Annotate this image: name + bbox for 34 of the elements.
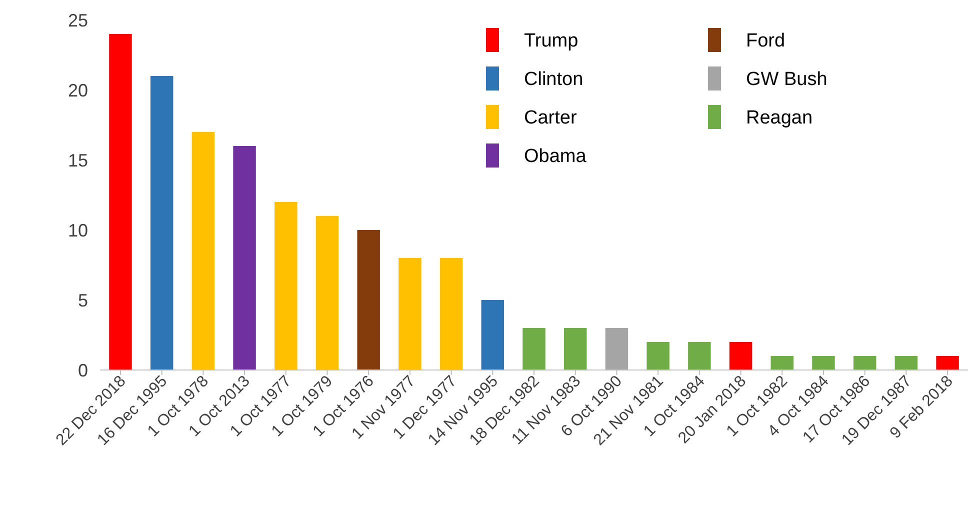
y-tick-label: 25 xyxy=(68,10,88,30)
bar xyxy=(150,76,174,370)
bar xyxy=(770,356,794,370)
bar xyxy=(440,258,463,370)
legend-label: Trump xyxy=(524,30,578,52)
legend-label: Obama xyxy=(524,146,587,168)
y-tick-label: 10 xyxy=(68,220,88,240)
y-tick-label: 0 xyxy=(78,360,88,380)
y-tick-label: 20 xyxy=(68,80,88,100)
bar xyxy=(936,356,959,370)
bar xyxy=(109,34,132,370)
bar xyxy=(192,132,215,370)
bar xyxy=(729,342,752,370)
bar xyxy=(481,300,504,370)
legend-label: Ford xyxy=(746,30,786,52)
bar xyxy=(357,230,380,370)
bar xyxy=(398,258,422,370)
bar xyxy=(812,356,835,370)
legend-label: Clinton xyxy=(524,69,584,90)
bar xyxy=(894,356,918,370)
legend-label: Reagan xyxy=(746,108,813,129)
legend-label: Carter xyxy=(524,108,578,129)
bar xyxy=(233,146,256,370)
bar xyxy=(274,202,298,370)
bar xyxy=(853,356,876,370)
bar xyxy=(688,342,711,370)
bar xyxy=(564,328,587,370)
y-tick-label: 15 xyxy=(68,150,88,170)
legend-label: GW Bush xyxy=(746,69,828,90)
bar xyxy=(605,328,628,370)
bar xyxy=(316,216,339,370)
bar xyxy=(646,342,670,370)
bar xyxy=(522,328,546,370)
y-tick-label: 5 xyxy=(78,290,88,310)
